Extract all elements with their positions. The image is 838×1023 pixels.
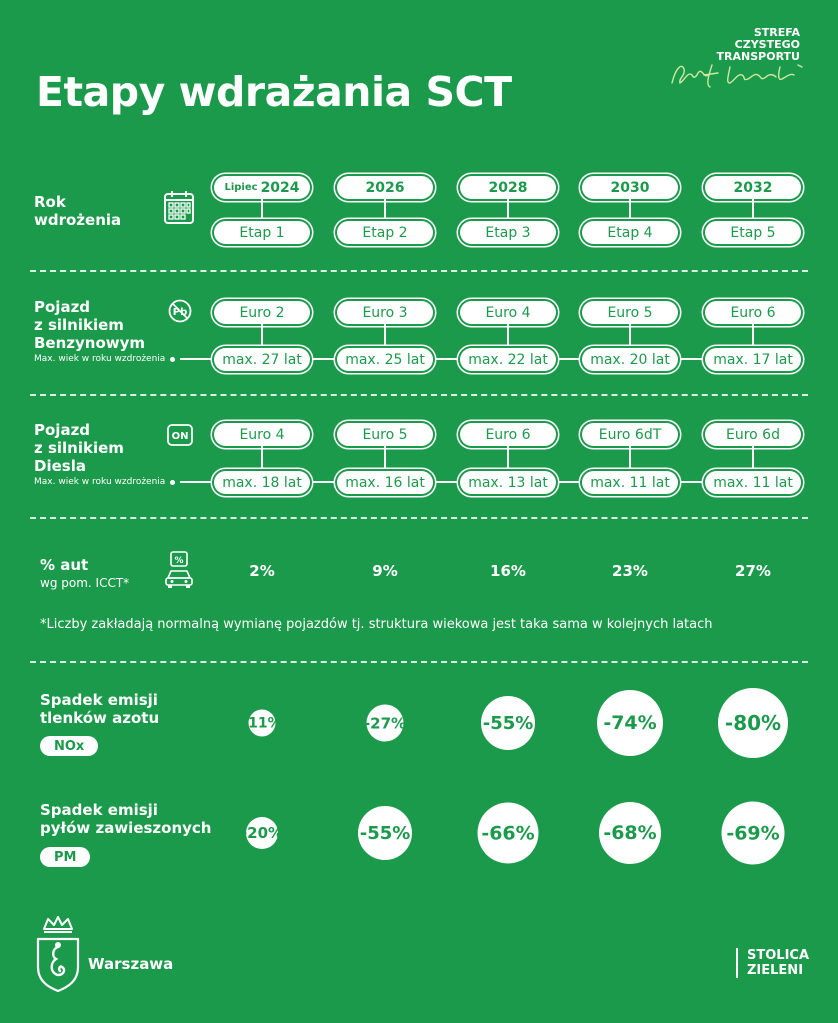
nox-circle: -55% <box>481 696 535 750</box>
pm-circle: -69% <box>721 801 785 865</box>
diesel-age-pill: max. 18 lat <box>214 471 310 494</box>
stage-pill: Etap 4 <box>582 221 678 244</box>
year-pill: 2028 <box>460 176 556 199</box>
year-pill: 2026 <box>337 176 433 199</box>
pb-badge-text: Pb <box>173 307 188 318</box>
diesel-age-pill: max. 11 lat <box>705 471 801 494</box>
brand-logo: STREFA CZYSTEGO TRANSPORTU <box>717 27 800 63</box>
share-value: 27% <box>735 562 771 580</box>
connector-line <box>507 446 509 471</box>
on-badge-icon: ON <box>167 424 193 446</box>
row-sublabel-petrol: Max. wiek w roku wzdrożenia <box>34 354 176 364</box>
connector-line <box>384 199 386 221</box>
section-divider <box>30 394 808 396</box>
pm-circle: -20% <box>241 817 283 849</box>
brand-line-1: STREFA <box>753 26 800 39</box>
connector-line <box>629 446 631 471</box>
share-value: 9% <box>372 562 398 580</box>
signature-icon <box>671 64 803 88</box>
nox-circle: -80% <box>718 688 788 758</box>
stage-pill: Etap 2 <box>337 221 433 244</box>
nox-circle: -27% <box>364 704 406 742</box>
connector-line <box>261 446 263 471</box>
row-label-nox: Spadek emisji tlenków azotu <box>40 691 160 727</box>
petrol-norm-pill: Euro 3 <box>337 301 433 324</box>
pm-circle: -66% <box>477 802 539 864</box>
row-label-pm: Spadek emisji pyłów zawieszonych <box>40 801 212 837</box>
year-pill: Lipiec 2024 <box>214 176 310 199</box>
bullet-dot <box>170 479 176 485</box>
petrol-norm-pill: Euro 6 <box>705 301 801 324</box>
section-divider <box>30 270 808 272</box>
page-title: Etapy wdrażania SCT <box>36 68 512 116</box>
bullet-dot <box>170 356 176 362</box>
nox-tag: NOx <box>40 736 99 756</box>
connector-line <box>261 324 263 348</box>
petrol-norm-pill: Euro 2 <box>214 301 310 324</box>
petrol-age-pill: max. 22 lat <box>460 348 556 371</box>
share-value: 16% <box>490 562 526 580</box>
diesel-norm-pill: Euro 4 <box>214 423 310 446</box>
connector-line <box>629 324 631 348</box>
diesel-norm-pill: Euro 5 <box>337 423 433 446</box>
connector-line <box>752 446 754 471</box>
year-pill: 2032 <box>705 176 801 199</box>
pm-tag: PM <box>40 847 91 867</box>
connector-line <box>752 199 754 221</box>
connector-line <box>629 199 631 221</box>
connector-line <box>752 324 754 348</box>
diesel-age-pill: max. 16 lat <box>337 471 433 494</box>
petrol-age-pill: max. 17 lat <box>705 348 801 371</box>
year-pill: 2030 <box>582 176 678 199</box>
row-label-petrol: Pojazd z silnikiem Benzynowym <box>34 298 146 352</box>
diesel-age-pill: max. 11 lat <box>582 471 678 494</box>
diesel-age-pill: max. 13 lat <box>460 471 556 494</box>
stage-pill: Etap 3 <box>460 221 556 244</box>
row-sublabel-diesel: Max. wiek w roku wzdrożenia <box>34 477 176 487</box>
petrol-age-pill: max. 27 lat <box>214 348 310 371</box>
nox-circle: -74% <box>597 690 663 756</box>
brand-line-2: CZYSTEGO <box>734 38 800 51</box>
warsaw-label: Warszawa <box>88 955 174 973</box>
pm-circle: -68% <box>599 802 661 864</box>
row-label-year: Rok wdrożenia <box>34 193 122 229</box>
row-label-share: % aut wg pom. ICCT* <box>40 556 130 590</box>
connector-line <box>507 199 509 221</box>
stage-pill: Etap 1 <box>214 221 310 244</box>
pm-circle: -55% <box>358 806 412 860</box>
pb-badge-icon: Pb <box>168 299 192 323</box>
petrol-norm-pill: Euro 4 <box>460 301 556 324</box>
share-value: 2% <box>249 562 275 580</box>
footnote: *Liczby zakładają normalną wymianę pojaz… <box>40 617 713 632</box>
connector-line <box>384 446 386 471</box>
petrol-age-pill: max. 25 lat <box>337 348 433 371</box>
diesel-norm-pill: Euro 6 <box>460 423 556 446</box>
petrol-age-pill: max. 20 lat <box>582 348 678 371</box>
diesel-norm-pill: Euro 6d <box>705 423 801 446</box>
brand-line-3: TRANSPORTU <box>716 50 800 63</box>
row-label-diesel: Pojazd z silnikiem Diesla <box>34 421 124 475</box>
connector-line <box>384 324 386 348</box>
percent-sign: % <box>174 556 183 566</box>
on-badge-text: ON <box>172 431 189 442</box>
calendar-icon <box>164 191 194 224</box>
stage-pill: Etap 5 <box>705 221 801 244</box>
connector-line <box>261 199 263 221</box>
section-divider <box>30 661 808 663</box>
connector-line <box>507 324 509 348</box>
section-divider <box>30 517 808 519</box>
diesel-norm-pill: Euro 6dT <box>582 423 678 446</box>
share-value: 23% <box>612 562 648 580</box>
slogan-logo: STOLICA ZIELENI <box>736 948 809 978</box>
warsaw-coat-of-arms-icon <box>36 916 80 993</box>
car-percent-icon: % <box>165 551 193 588</box>
petrol-norm-pill: Euro 5 <box>582 301 678 324</box>
nox-circle: -11% <box>242 709 282 737</box>
